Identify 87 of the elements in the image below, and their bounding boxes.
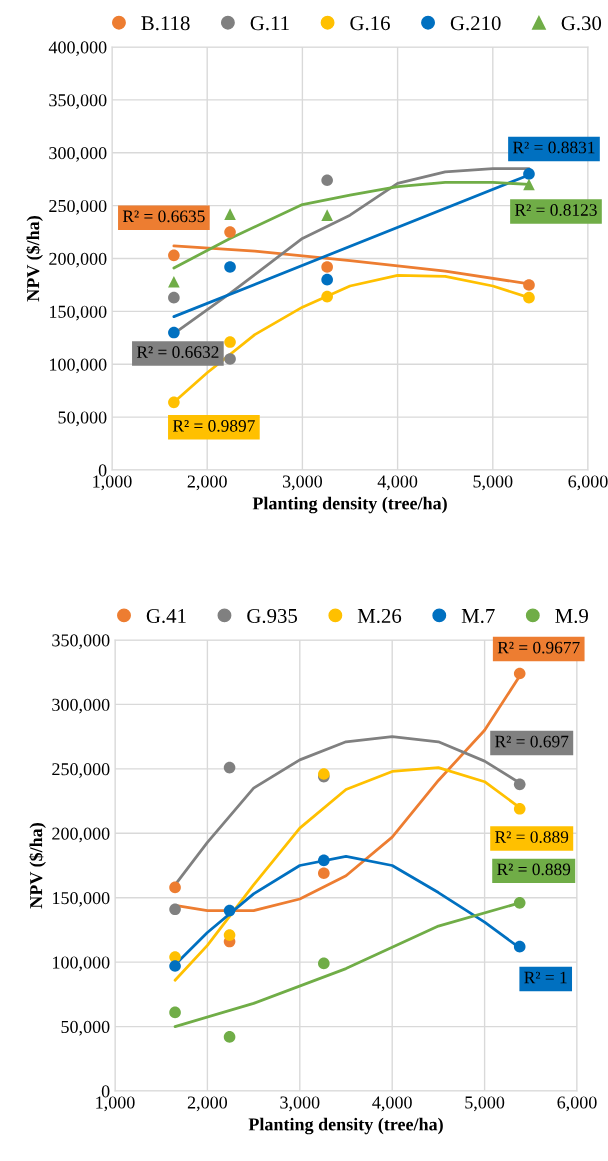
x-tick-label: 1,000 — [96, 1096, 135, 1112]
x-tick-label: 4,000 — [372, 1096, 412, 1112]
point — [168, 249, 180, 262]
point — [513, 802, 526, 815]
point — [318, 957, 330, 970]
point — [169, 960, 181, 972]
y-tick-label: 100,000 — [50, 358, 107, 374]
point — [224, 226, 236, 238]
x-tick-label: 1,000 — [93, 475, 132, 491]
point — [321, 273, 333, 286]
x-tick-label: 3,000 — [282, 475, 323, 491]
point — [513, 778, 526, 791]
x-axis-title: Planting density (tree/ha) — [248, 1117, 443, 1135]
y-tick-label: 200,000 — [52, 827, 110, 843]
point — [318, 867, 330, 880]
legend-label: M.9 — [555, 608, 588, 624]
point — [224, 261, 236, 273]
point — [168, 396, 180, 409]
point — [513, 897, 526, 909]
y-tick-label: 400,000 — [48, 41, 107, 57]
y-tick-label: 350,000 — [52, 634, 110, 650]
point — [169, 881, 181, 894]
y-axis-title: NPV ($/ha) — [28, 823, 46, 909]
annotation: R² = 0.8831 — [512, 141, 595, 154]
point — [321, 209, 333, 221]
y-tick-label: 150,000 — [53, 891, 110, 907]
x-tick-label: 4,000 — [377, 475, 418, 491]
x-tick-label: 5,000 — [473, 475, 513, 491]
legend-label: M.7 — [461, 609, 495, 624]
point — [223, 761, 236, 774]
x-tick-label: 2,000 — [187, 1096, 228, 1112]
legend-label: G.210 — [450, 16, 501, 31]
y-tick-label: 0 — [98, 464, 107, 477]
point — [168, 326, 180, 339]
annotation: R² = 0.6635 — [122, 210, 205, 223]
point — [223, 1031, 236, 1043]
y-tick-label: 250,000 — [52, 763, 110, 778]
point — [169, 903, 181, 916]
y-tick-label: 300,000 — [49, 147, 107, 162]
point — [321, 261, 333, 273]
legend-label: B.118 — [141, 16, 190, 31]
y-tick-label: 200,000 — [49, 252, 107, 268]
legend-label: G.30 — [561, 16, 602, 31]
legend-label: G.935 — [247, 608, 298, 624]
x-tick-label: 6,000 — [568, 475, 608, 491]
y-tick-label: 50,000 — [58, 411, 107, 427]
legend-label: G.16 — [350, 16, 390, 31]
annotation: R² = 0.697 — [495, 735, 569, 748]
legend-label: G.41 — [146, 608, 186, 624]
annotation: R² = 0.6632 — [136, 346, 219, 358]
y-tick-label: 350,000 — [49, 94, 107, 109]
annotation: R² = 0.889 — [495, 831, 569, 843]
y-tick-label: 50,000 — [61, 1020, 110, 1036]
point — [168, 291, 180, 304]
y-tick-label: 100,000 — [53, 956, 110, 972]
y-tick-label: 250,000 — [49, 199, 107, 215]
legend-label: G.11 — [250, 16, 289, 31]
annotation: R² = 0.889 — [497, 863, 571, 876]
x-tick-label: 2,000 — [187, 475, 227, 491]
y-axis-title: NPV ($/ha) — [25, 216, 43, 302]
annotation: R² = 0.9677 — [497, 641, 580, 654]
point — [321, 174, 333, 187]
point — [223, 904, 236, 917]
point — [224, 208, 236, 220]
annotation: R² = 1 — [524, 971, 567, 984]
x-tick-label: 5,000 — [465, 1096, 505, 1112]
y-tick-label: 150,000 — [50, 305, 107, 321]
point — [224, 336, 236, 348]
x-tick-label: 3,000 — [280, 1096, 320, 1112]
y-tick-label: 0 — [101, 1085, 110, 1098]
point — [318, 854, 330, 867]
x-tick-label: 6,000 — [557, 1096, 597, 1112]
point — [513, 940, 526, 953]
point — [523, 291, 535, 304]
x-axis-title: Planting density (tree/ha) — [252, 496, 447, 514]
point — [523, 279, 535, 291]
point — [169, 1006, 181, 1019]
point — [523, 168, 535, 180]
point — [224, 353, 236, 365]
point — [168, 275, 180, 288]
annotation: R² = 0.8123 — [514, 204, 597, 216]
point — [513, 667, 526, 680]
annotation: R² = 0.9897 — [172, 419, 255, 432]
point — [321, 290, 333, 303]
legend-label: M.26 — [357, 608, 402, 624]
point — [223, 929, 236, 941]
y-tick-label: 300,000 — [52, 698, 110, 714]
